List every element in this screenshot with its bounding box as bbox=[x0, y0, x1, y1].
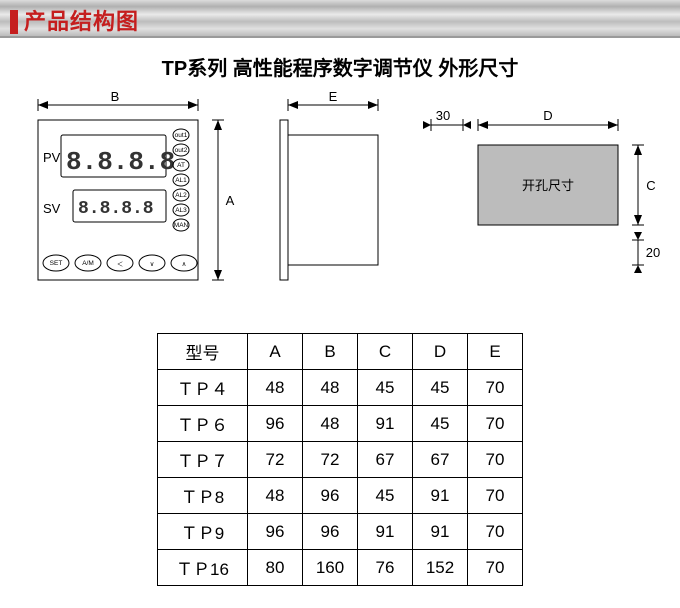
th-model: 型号 bbox=[158, 334, 248, 370]
table-row: ＴＰ99696919170 bbox=[158, 514, 523, 550]
header-band: 产品结构图 bbox=[0, 0, 680, 38]
cutout-view: 30 D 开孔尺寸 C bbox=[423, 95, 663, 310]
dim-B: B bbox=[110, 89, 119, 104]
th-D: D bbox=[413, 334, 468, 370]
svg-text:∨: ∨ bbox=[149, 261, 154, 268]
pv-digits: 8.8.8.8 bbox=[66, 147, 175, 177]
svg-text:out2: out2 bbox=[174, 147, 187, 154]
th-A: A bbox=[248, 334, 303, 370]
svg-text:∧: ∧ bbox=[181, 261, 186, 268]
svg-text:AT: AT bbox=[177, 162, 185, 169]
svg-text:＜: ＜ bbox=[116, 261, 123, 268]
section-title: 产品结构图 bbox=[24, 4, 139, 36]
svg-text:A/M: A/M bbox=[82, 260, 94, 267]
table-header-row: 型号 A B C D E bbox=[158, 334, 523, 370]
side-view: E bbox=[258, 95, 408, 310]
sv-label: SV bbox=[43, 201, 61, 216]
svg-text:MAN: MAN bbox=[173, 222, 188, 229]
th-E: E bbox=[468, 334, 523, 370]
cutout-label: 开孔尺寸 bbox=[521, 178, 573, 193]
header-accent-bar bbox=[10, 10, 18, 34]
table-row: ＴＰ16801607615270 bbox=[158, 550, 523, 586]
table-row: ＴＰ４4848454570 bbox=[158, 370, 523, 406]
th-B: B bbox=[303, 334, 358, 370]
front-view: B A PV 8.8.8.8 SV 8.8.8.8 out1 bbox=[18, 95, 243, 310]
dimension-table: 型号 A B C D E ＴＰ４4848454570 ＴＰ６9648914570… bbox=[157, 333, 523, 586]
table-row: ＴＰ84896459170 bbox=[158, 478, 523, 514]
table-row: ＴＰ６9648914570 bbox=[158, 406, 523, 442]
sv-digits: 8.8.8.8 bbox=[78, 199, 154, 219]
table-row: ＴＰ７7272676770 bbox=[158, 442, 523, 478]
svg-text:AL1: AL1 bbox=[175, 177, 187, 184]
svg-text:out1: out1 bbox=[174, 132, 187, 139]
dim-30: 30 bbox=[435, 108, 449, 123]
svg-text:AL3: AL3 bbox=[175, 207, 187, 214]
drawings-row: B A PV 8.8.8.8 SV 8.8.8.8 out1 bbox=[0, 95, 680, 325]
th-C: C bbox=[358, 334, 413, 370]
dim-A: A bbox=[225, 193, 234, 208]
dim-C: C bbox=[646, 178, 655, 193]
dim-20: 20 bbox=[645, 245, 659, 260]
pv-label: PV bbox=[43, 150, 61, 165]
svg-text:AL2: AL2 bbox=[175, 192, 187, 199]
dim-D: D bbox=[543, 108, 552, 123]
svg-text:SET: SET bbox=[49, 260, 62, 267]
button-row: SET A/M ＜ ∨ ∧ bbox=[43, 255, 197, 271]
dimension-table-wrap: 型号 A B C D E ＴＰ４4848454570 ＴＰ６9648914570… bbox=[0, 333, 680, 586]
dim-E: E bbox=[328, 89, 337, 104]
led-column: out1 out2 AT AL1 AL2 AL3 MAN bbox=[173, 129, 189, 231]
subtitle: TP系列 高性能程序数字调节仪 外形尺寸 bbox=[0, 52, 680, 81]
